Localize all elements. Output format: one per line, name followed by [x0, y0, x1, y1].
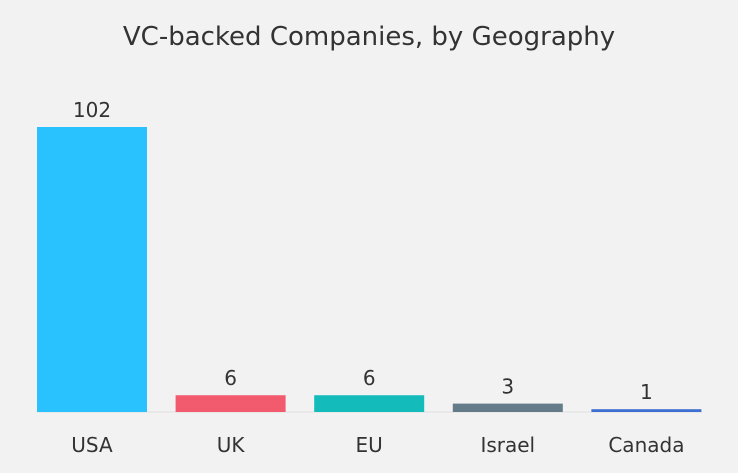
value-label-uk: 6: [224, 366, 237, 390]
x-tick-labels-group: USA UK EU Israel Canada: [71, 433, 684, 457]
bar-eu: [314, 395, 425, 412]
chart-title: VC-backed Companies, by Geography: [123, 22, 615, 52]
value-label-usa: 102: [73, 98, 111, 122]
bar-canada: [591, 409, 702, 412]
value-label-canada: 1: [640, 380, 653, 404]
value-label-israel: 3: [501, 375, 514, 399]
x-tick-label-canada: Canada: [608, 433, 684, 457]
value-labels-group: 102 6 6 3 1: [73, 98, 653, 404]
x-tick-label-uk: UK: [217, 433, 246, 457]
bar-israel: [452, 403, 563, 412]
bars-group: [37, 127, 702, 412]
value-label-eu: 6: [363, 366, 376, 390]
bar-usa: [37, 127, 147, 412]
x-tick-label-eu: EU: [356, 433, 383, 457]
x-tick-label-israel: Israel: [480, 433, 535, 457]
bar-uk: [175, 395, 286, 412]
x-tick-label-usa: USA: [71, 433, 113, 457]
